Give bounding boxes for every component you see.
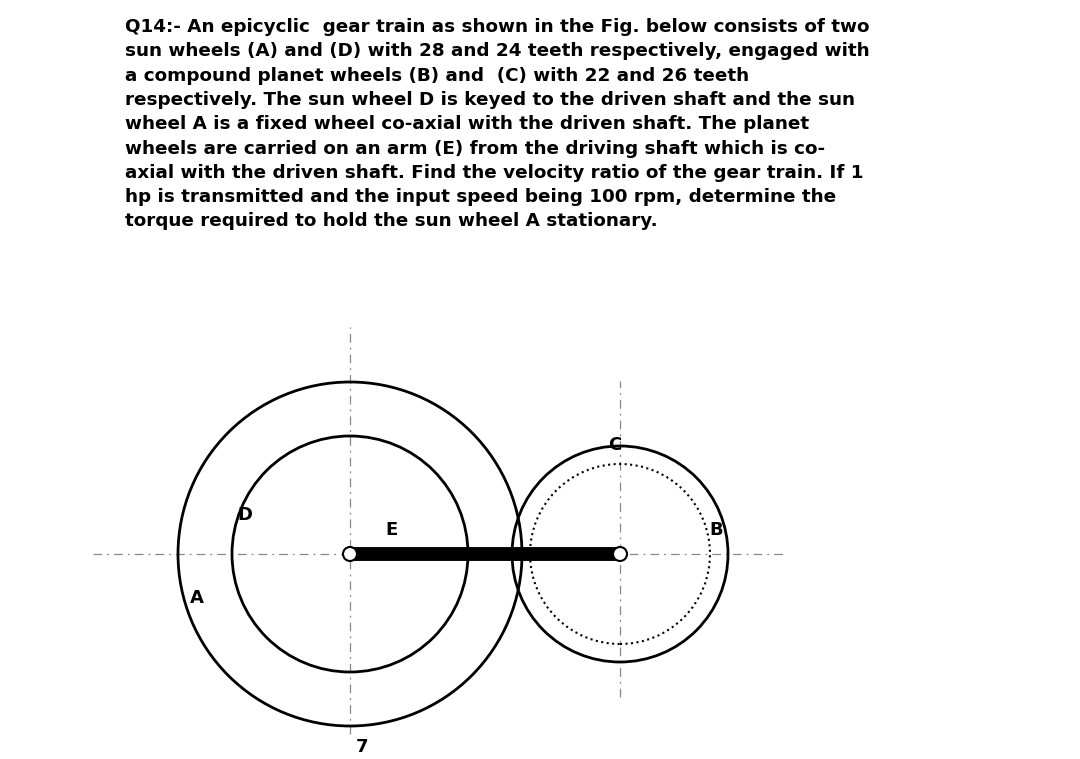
Text: D: D [237, 506, 252, 524]
Text: C: C [608, 436, 622, 454]
Text: E: E [384, 521, 397, 539]
Text: Q14:- An epicyclic  gear train as shown in the Fig. below consists of two
sun wh: Q14:- An epicyclic gear train as shown i… [125, 18, 869, 231]
Text: B: B [710, 521, 723, 539]
Circle shape [613, 547, 627, 561]
Text: 7: 7 [355, 738, 368, 756]
Circle shape [343, 547, 357, 561]
Text: A: A [190, 589, 204, 607]
